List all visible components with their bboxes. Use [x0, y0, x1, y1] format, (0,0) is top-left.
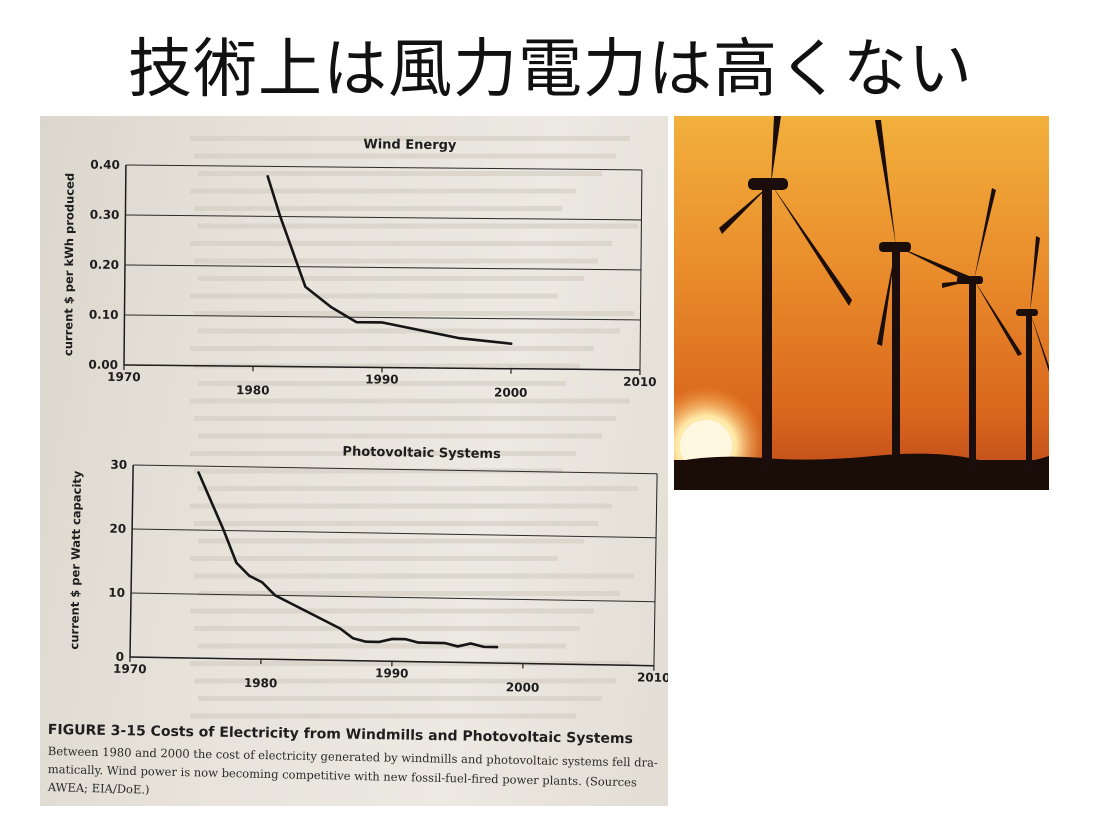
chart-2: Photovoltaic Systems 0 10 20 30 1970 1980 1990 2… [67, 444, 668, 695]
grid-line [131, 592, 655, 603]
y-tick-label: 0.30 [90, 208, 120, 222]
grid-line [132, 528, 657, 539]
y-tick-label: 0.40 [90, 158, 120, 172]
y-axis-label: current $ per Watt capacity [67, 470, 84, 650]
grid-line [124, 314, 641, 321]
chart-title: Wind Energy [363, 137, 457, 153]
y-tick-label: 0.00 [88, 358, 118, 372]
x-tick-label: 1970 [107, 370, 141, 384]
chart-1: Wind Energy 0.00 0.10 0.20 0.30 0.40 1970 1980 1… [61, 137, 657, 400]
x-tick-label: 1980 [244, 676, 278, 691]
series-line [266, 175, 513, 346]
grid-line [125, 214, 642, 221]
series-line [197, 471, 499, 649]
chart-title: Photovoltaic Systems [342, 444, 501, 462]
right-border [639, 169, 643, 370]
y-tick-label: 0 [116, 650, 125, 664]
grid-line [125, 164, 642, 171]
y-axis [129, 465, 134, 658]
y-tick-label: 0.10 [89, 308, 119, 322]
x-tick-label: 2000 [506, 680, 540, 695]
y-tick-label: 30 [110, 458, 127, 472]
y-tick-label: 20 [109, 522, 126, 536]
y-axis [123, 165, 127, 366]
background-text-lines [190, 136, 638, 719]
figure-charts: Wind Energy 0.00 0.10 0.20 0.30 0.40 1970 1980 1… [61, 137, 668, 695]
y-axis-label: current $ per kWh produced [61, 173, 77, 356]
x-tick-label: 1990 [375, 666, 409, 681]
grid-line [124, 264, 641, 271]
x-tick-label: 1980 [236, 383, 270, 397]
x-tick-label: 1970 [113, 662, 147, 677]
book-page-photo: Wind Energy 0.00 0.10 0.20 0.30 0.40 1970 1980 1… [40, 116, 668, 806]
x-tick-label: 1990 [365, 372, 399, 386]
slide-title: 技術上は風力電力は高くない [128, 33, 973, 107]
grid-line [133, 464, 658, 475]
right-border [653, 473, 658, 666]
x-tick-label: 2010 [623, 375, 657, 389]
y-tick-label: 0.20 [89, 258, 119, 272]
x-tick-label: 2000 [494, 386, 528, 400]
y-tick-label: 10 [108, 586, 125, 600]
x-tick-label: 2010 [637, 670, 668, 685]
wind-turbines-sunset-photo [674, 116, 1049, 490]
